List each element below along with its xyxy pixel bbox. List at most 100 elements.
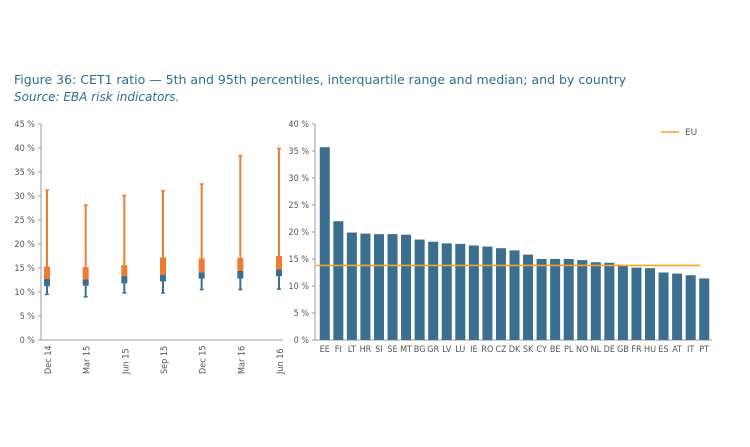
x-tick-label: CY <box>536 345 546 355</box>
box-upper <box>44 266 50 280</box>
bar-it <box>685 275 696 340</box>
bar-nl <box>590 262 601 340</box>
y-tick-label: 35 % <box>288 147 309 157</box>
x-tick-label: DE <box>604 345 615 355</box>
box-upper <box>121 265 128 277</box>
y-tick-label: 25 % <box>288 201 309 211</box>
box-lower <box>121 276 128 284</box>
bar-pl <box>563 259 574 340</box>
y-tick-label: 35 % <box>14 168 35 178</box>
x-tick-label: Jun 16 <box>276 348 286 375</box>
bar-bg <box>414 239 425 340</box>
y-tick-label: 0 % <box>294 336 310 346</box>
y-tick-label: 10 % <box>14 288 35 298</box>
bar-chart: 0 % 5 % 10 % 15 % 20 % 25 % 30 % 35 % 40 % EE FI LT… <box>288 120 712 355</box>
y-tick-label: 20 % <box>14 240 35 250</box>
bar-ie <box>468 245 479 340</box>
y-tick-label: 30 % <box>288 174 309 184</box>
bar-lu <box>455 243 466 340</box>
x-tick-label: NO <box>576 345 588 355</box>
y-tick-label: 15 % <box>14 264 35 274</box>
y-tick-label: 45 % <box>14 120 35 130</box>
bar-at <box>672 273 683 340</box>
x-tick-label: IE <box>470 345 478 355</box>
bar-sk <box>523 254 534 340</box>
x-tick-label: HR <box>360 345 372 355</box>
x-tick-label: BG <box>414 345 426 355</box>
x-tick-label: Mar 16 <box>237 346 247 374</box>
bar-si <box>373 234 384 340</box>
bar-lt <box>346 232 357 340</box>
x-tick-label: MT <box>400 345 412 355</box>
bar-lv <box>441 243 452 340</box>
box-lower <box>198 272 205 279</box>
x-tick-label: FI <box>335 345 342 355</box>
x-tick-label: SE <box>387 345 397 355</box>
x-tick-label: PT <box>699 345 709 355</box>
bar-dk <box>509 250 520 340</box>
box-upper <box>276 256 282 270</box>
x-tick-label: DK <box>509 345 521 355</box>
bar-cz <box>495 248 506 340</box>
x-tick-label: LV <box>442 345 452 355</box>
bar-hu <box>645 268 656 340</box>
x-tick-label: Dec 15 <box>199 345 209 374</box>
bar-fr <box>631 267 642 340</box>
y-tick-label: 10 % <box>288 282 309 292</box>
figure-source: Source: EBA risk indicators. <box>14 90 180 104</box>
x-tick-label: SK <box>523 345 534 355</box>
legend-eu-label: EU <box>685 128 697 138</box>
x-tick-label: NL <box>591 345 602 355</box>
x-tick-label: GB <box>617 345 629 355</box>
y-tick-label: 15 % <box>288 255 309 265</box>
y-tick-label: 25 % <box>14 216 35 226</box>
x-tick-label: ES <box>658 345 668 355</box>
box-lower <box>160 274 166 282</box>
bar-es <box>658 272 669 340</box>
y-tick-label: 5 % <box>294 309 310 319</box>
bar-fi <box>333 221 344 340</box>
x-tick-label: GR <box>427 345 439 355</box>
box-upper <box>237 257 244 271</box>
bar-no <box>577 260 588 340</box>
bar-be <box>550 259 561 340</box>
x-tick-label: IT <box>687 345 694 355</box>
box-lower <box>276 269 282 277</box>
box-upper <box>160 257 166 275</box>
x-tick-label: Jun 15 <box>121 348 131 375</box>
x-tick-label: LU <box>455 345 465 355</box>
bar-gr <box>428 241 439 340</box>
y-tick-label: 30 % <box>14 192 35 202</box>
figure-title: Figure 36: CET1 ratio — 5th and 95th per… <box>14 72 627 87</box>
box-lower <box>82 279 89 286</box>
bar-se <box>387 234 398 340</box>
x-tick-label: Sep 15 <box>160 346 170 374</box>
box-lower <box>44 279 50 287</box>
y-tick-label: 0 % <box>20 336 36 346</box>
bar-gb <box>617 266 628 340</box>
bar-de <box>604 262 615 340</box>
y-tick-label: 40 % <box>14 144 35 154</box>
x-tick-label: EE <box>320 345 330 355</box>
x-tick-label: SI <box>375 345 383 355</box>
y-tick-label: 40 % <box>288 120 309 130</box>
box-chart: 0 % 5 % 10 % 15 % 20 % 25 % 30 % 35 % 40 % 45 % De… <box>14 120 286 375</box>
y-tick-label: 20 % <box>288 228 309 238</box>
x-tick-label: CZ <box>495 345 507 355</box>
x-tick-label: RO <box>481 345 493 355</box>
bar-ro <box>482 246 493 340</box>
box-lower <box>237 270 244 279</box>
x-tick-label: LT <box>348 345 356 355</box>
bar-ee <box>319 147 330 340</box>
x-tick-label: Dec 14 <box>44 345 54 374</box>
bar-mt <box>401 234 412 340</box>
x-tick-label: PL <box>564 345 574 355</box>
bar-pt <box>699 278 710 340</box>
x-tick-label: AT <box>672 345 682 355</box>
bar-hr <box>360 233 371 340</box>
x-tick-label: HU <box>644 345 656 355</box>
x-tick-label: FR <box>631 345 642 355</box>
box-upper <box>198 258 205 273</box>
y-tick-label: 5 % <box>20 312 36 322</box>
bar-cy <box>536 259 547 340</box>
